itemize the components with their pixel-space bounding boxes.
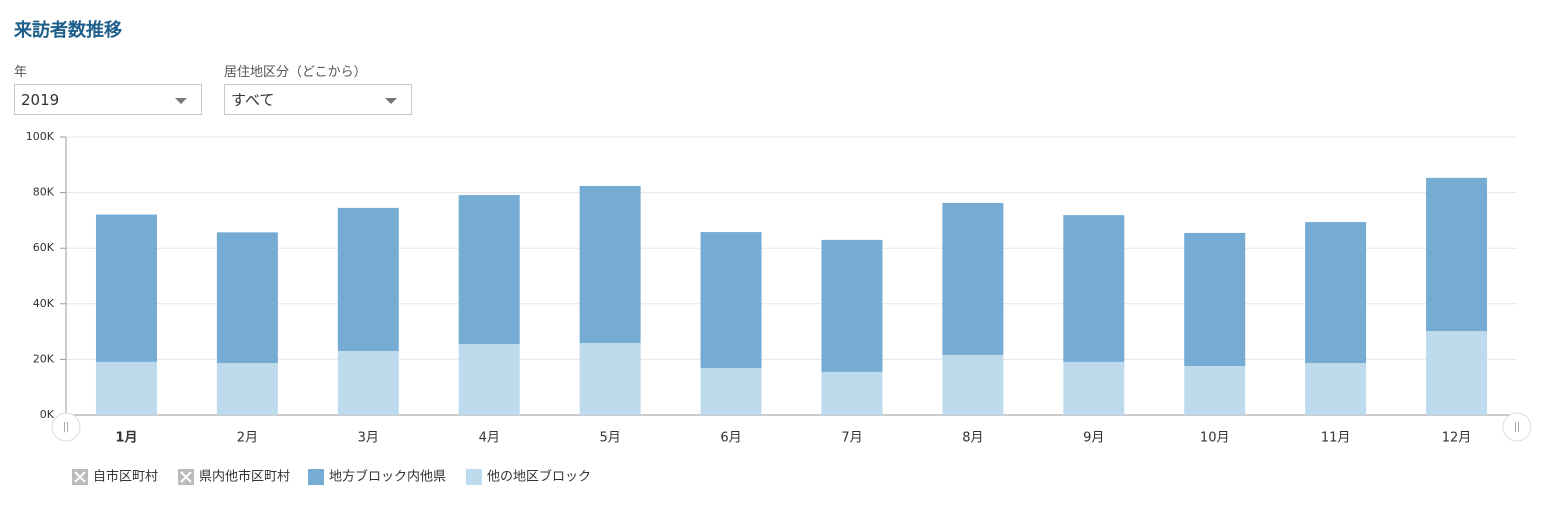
- x-tick-label: 6月: [720, 431, 741, 446]
- bar: [1184, 366, 1246, 415]
- legend-label[interactable]: 地方ブロック内他県: [329, 469, 446, 485]
- page-title: 来訪者数推移: [14, 20, 122, 41]
- bar: [1063, 215, 1125, 362]
- legend-label[interactable]: 県内他市区町村: [199, 469, 290, 485]
- x-tick-label: 1月: [115, 431, 137, 446]
- x-tick-label: 2月: [237, 431, 258, 446]
- bar: [1305, 222, 1367, 364]
- y-tick-label: 20K: [33, 352, 55, 365]
- bar: [95, 214, 157, 362]
- bar: [821, 239, 883, 372]
- area-select[interactable]: すべて: [224, 84, 412, 115]
- bar: [458, 195, 520, 345]
- legend-swatch[interactable]: [308, 469, 324, 485]
- legend-cross: [180, 471, 192, 483]
- year-select[interactable]: 2019: [14, 84, 202, 115]
- x-tick-label: 8月: [962, 431, 983, 446]
- legend-cross: [74, 471, 86, 483]
- bar: [216, 232, 278, 364]
- x-tick-label: 9月: [1083, 431, 1104, 446]
- area-label: 居住地区分（どこから）: [224, 65, 367, 80]
- x-tick-label: 10月: [1200, 431, 1230, 446]
- bar: [700, 368, 762, 415]
- bar: [337, 207, 399, 352]
- y-tick-label: 60K: [33, 241, 55, 254]
- legend-label[interactable]: 他の地区ブロック: [487, 469, 591, 485]
- bar: [942, 202, 1004, 355]
- bar: [1426, 177, 1488, 332]
- legend-label[interactable]: 自市区町村: [93, 470, 158, 485]
- x-tick-label: 4月: [479, 431, 500, 446]
- y-tick-label: 0K: [40, 408, 55, 421]
- x-tick-label: 12月: [1442, 431, 1472, 446]
- bar: [1063, 361, 1125, 415]
- x-tick-label: 7月: [841, 431, 862, 446]
- bar: [95, 361, 157, 415]
- bar: [821, 371, 883, 415]
- legend-swatch[interactable]: [466, 469, 482, 485]
- y-tick-label: 80K: [33, 186, 55, 199]
- x-tick-label: 5月: [599, 431, 620, 446]
- year-label: 年: [14, 65, 28, 80]
- bar: [1305, 363, 1367, 415]
- bar: [216, 363, 278, 415]
- y-tick-label: 100K: [26, 130, 55, 143]
- range-handle[interactable]: [51, 412, 81, 442]
- bar: [458, 344, 520, 415]
- range-handle[interactable]: [1502, 412, 1532, 442]
- y-tick-label: 40K: [33, 297, 55, 310]
- bar: [579, 342, 641, 415]
- bar: [1184, 232, 1246, 367]
- bar: [942, 354, 1004, 415]
- x-tick-label: 3月: [358, 431, 379, 446]
- bar: [337, 351, 399, 415]
- bar: [579, 185, 641, 343]
- bar: [700, 232, 762, 369]
- bar: [1426, 331, 1488, 415]
- x-tick-label: 11月: [1321, 431, 1351, 446]
